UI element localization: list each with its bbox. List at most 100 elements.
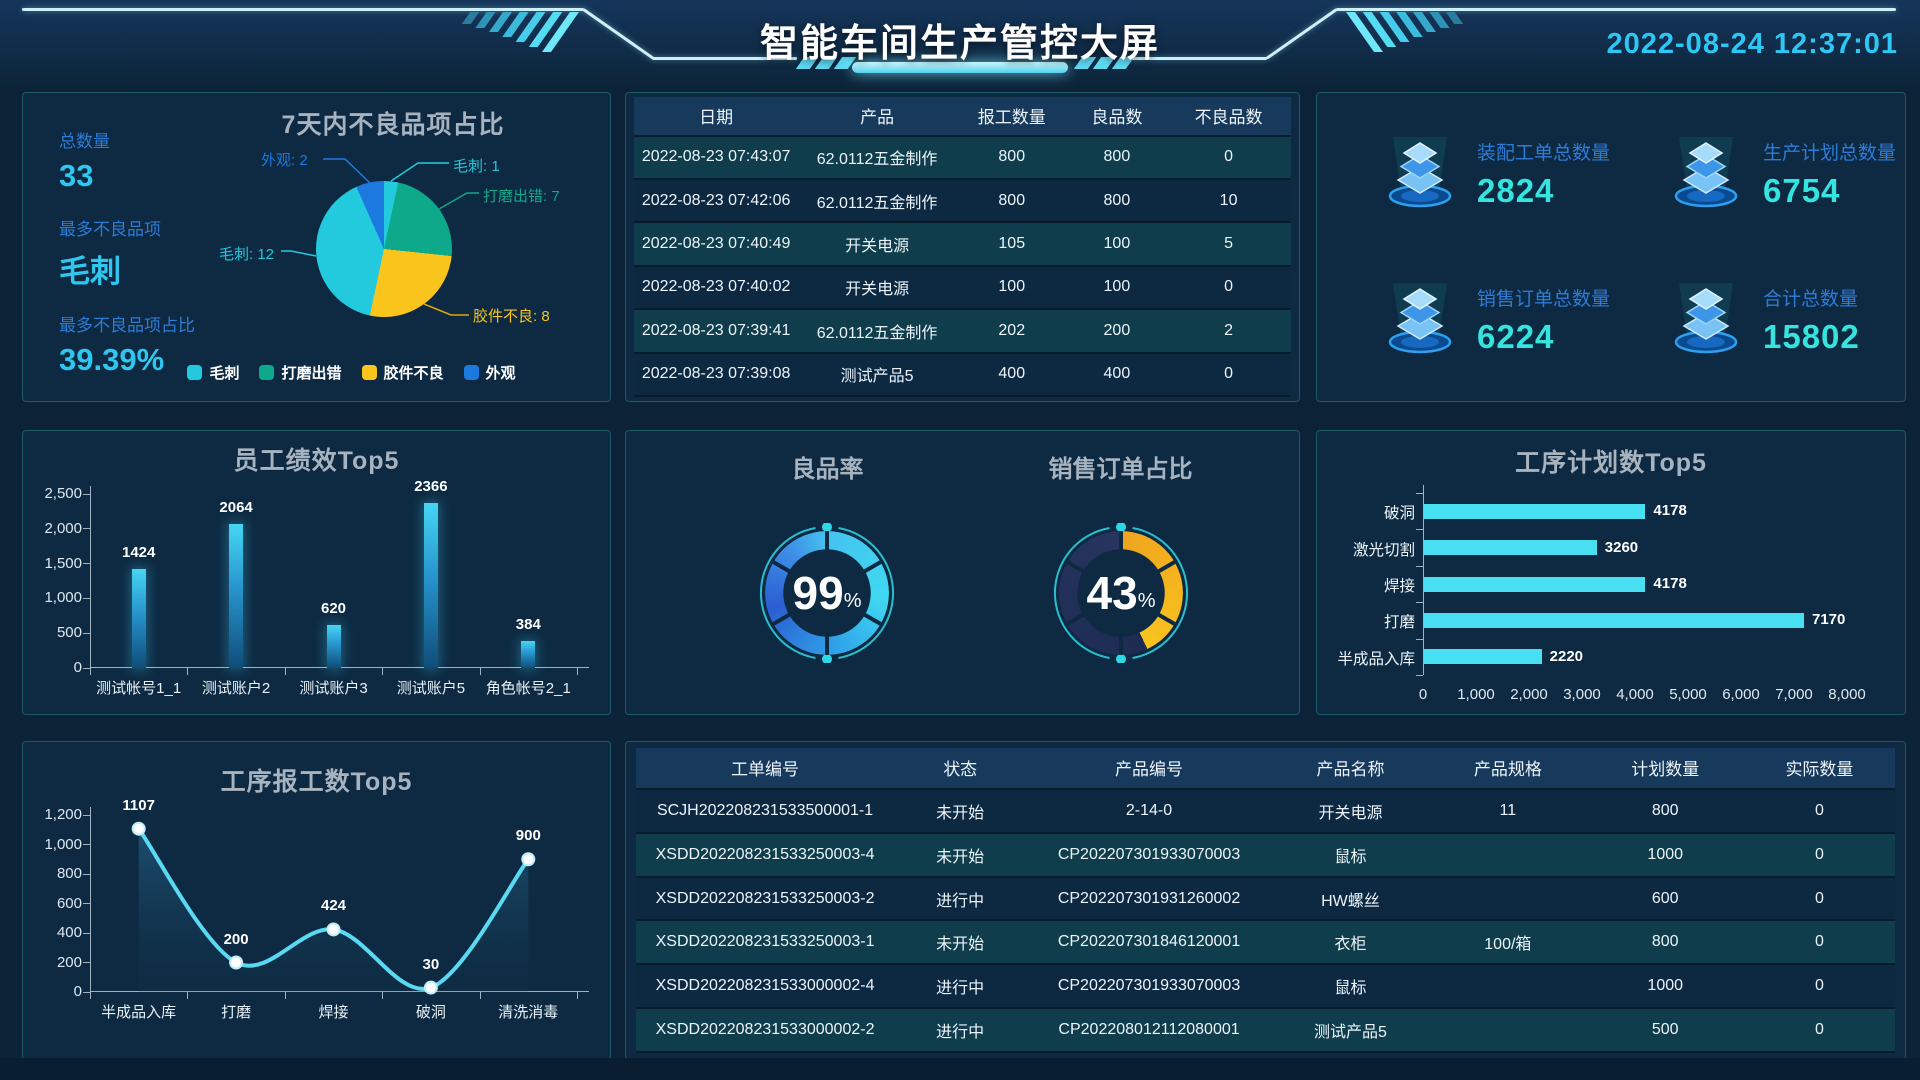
defect-ratio-panel: 7天内不良品项占比 总数量 33 最多不良品项 毛刺 最多不良品项占比 39.3… bbox=[22, 92, 611, 402]
header-decor-line bbox=[652, 57, 797, 60]
cell: 400 bbox=[1103, 365, 1131, 383]
column-header: 良品数 bbox=[1091, 108, 1143, 128]
cell: 200 bbox=[1103, 321, 1131, 339]
column-header: 计划数量 bbox=[1631, 760, 1700, 780]
axis-tick bbox=[1416, 493, 1423, 494]
data-point bbox=[521, 852, 536, 867]
axis-tick bbox=[577, 992, 578, 999]
axis-tick bbox=[1416, 638, 1423, 640]
stat-top-defect-ratio: 最多不良品项占比 39.39% bbox=[59, 311, 195, 378]
header-decor-line bbox=[22, 8, 584, 11]
axis-tick bbox=[577, 668, 578, 675]
header-decor-line bbox=[1336, 8, 1896, 11]
y-axis-label: 2,000 bbox=[44, 519, 82, 537]
data-point bbox=[131, 821, 146, 836]
cell: 100 bbox=[1103, 278, 1131, 296]
panel-title: 工序计划数Top5 bbox=[1515, 449, 1707, 477]
stat-card-label: 装配工单总数量 bbox=[1477, 143, 1611, 164]
axis-tick bbox=[479, 668, 481, 675]
cell: CP202207301933070003 bbox=[1057, 845, 1241, 863]
employee-performance-panel: 员工绩效Top5 1424 测试帐号1_1 2064 测试账户2 620 测试账户3 236… bbox=[22, 430, 611, 715]
stat-card: 合计总数量 15802 bbox=[1611, 247, 1897, 393]
stat-cards-grid: 装配工单总数量 2824 生产计划总数量 6754 销售订单总数量 6224 合计总数量 15… bbox=[1325, 101, 1897, 393]
stat-top-defect: 最多不良品项 毛刺 bbox=[59, 215, 161, 291]
x-axis-label: 测试帐号1_1 bbox=[96, 680, 182, 697]
gauge-unit: % bbox=[1137, 589, 1156, 612]
cell: 0 bbox=[1814, 933, 1824, 951]
bar bbox=[1424, 540, 1597, 556]
legend-swatch bbox=[463, 365, 479, 380]
y-axis-label: 2,500 bbox=[44, 485, 82, 502]
stat-card: 销售订单总数量 6224 bbox=[1325, 247, 1611, 393]
bar-value: 2220 bbox=[1549, 647, 1584, 665]
cell: 0 bbox=[1224, 148, 1234, 166]
x-axis-label: 清洗消毒 bbox=[498, 1004, 559, 1021]
header-decor-line bbox=[1122, 57, 1267, 60]
data-point bbox=[229, 955, 244, 970]
panel-title: 7天内不良品项占比 bbox=[281, 111, 505, 139]
cell: 未开始 bbox=[936, 848, 985, 866]
cell: 进行中 bbox=[936, 1024, 985, 1042]
gauge-title: 良品率 bbox=[791, 456, 864, 483]
y-axis-line bbox=[90, 807, 91, 992]
cell: CP202207301931260002 bbox=[1057, 889, 1241, 907]
point-value: 30 bbox=[422, 955, 440, 973]
quality-rate-gauge: 99% bbox=[757, 523, 897, 663]
data-point bbox=[326, 922, 341, 937]
column-header: 日期 bbox=[699, 108, 734, 128]
cell: 2-14-0 bbox=[1125, 801, 1173, 819]
x-axis-label: 打磨 bbox=[221, 1004, 252, 1021]
y-axis-label: 破洞 bbox=[1383, 505, 1415, 523]
y-axis-label: 1,500 bbox=[44, 554, 82, 572]
cell: 0 bbox=[1814, 889, 1824, 907]
stacked-layers-icon bbox=[1377, 133, 1463, 216]
x-axis-label: 1,000 bbox=[1457, 686, 1495, 703]
axis-tick bbox=[83, 667, 90, 669]
x-axis-label: 8,000 bbox=[1828, 686, 1866, 703]
table-row: XSDD202208231533250003-4 未开始 CP20220730193… bbox=[636, 833, 1895, 878]
axis-tick bbox=[83, 632, 90, 634]
cell: 2022-08-23 07:40:02 bbox=[641, 278, 791, 296]
bar-value: 1424 bbox=[122, 543, 156, 561]
bar-value: 2064 bbox=[219, 499, 253, 517]
gauge-number: 43 bbox=[1086, 567, 1138, 619]
stacked-layers-icon bbox=[1377, 279, 1463, 362]
plan-hbar-chart: 4178 破洞 3260 激光切割 4178 焊接 7170 打磨 2220 半成品入库 0 1,00… bbox=[1337, 485, 1866, 703]
legend-item: 毛刺 bbox=[187, 362, 239, 383]
process-report-panel: 工序报工数Top5 1107 半成品入库 200 打磨 424 焊接 30 破洞 900 清洗消毒… bbox=[22, 741, 611, 1060]
axis-tick bbox=[83, 493, 90, 495]
footer-band bbox=[0, 1058, 1920, 1080]
y-axis-label: 200 bbox=[56, 953, 82, 971]
stat-card-text: 装配工单总数量 2824 bbox=[1477, 138, 1610, 210]
legend-swatch bbox=[187, 365, 203, 380]
bar bbox=[229, 524, 244, 668]
x-axis-label: 4,000 bbox=[1616, 686, 1654, 703]
table-row: XSDD202208231533000002-4 进行中 CP20220730193… bbox=[636, 965, 1895, 1010]
cell: 62.0112五金制作 bbox=[816, 194, 938, 212]
cell: 11 bbox=[1499, 801, 1517, 819]
table-row: 2022-08-23 07:40:49 开关电源 105 100 5 bbox=[634, 223, 1291, 267]
y-axis-label: 1,200 bbox=[44, 806, 82, 823]
axis-tick bbox=[1416, 565, 1423, 567]
cell: XSDD202208231533000002-2 bbox=[655, 1021, 875, 1039]
cell: 未开始 bbox=[936, 936, 985, 954]
axis-tick bbox=[1416, 675, 1423, 676]
column-header: 产品编号 bbox=[1115, 760, 1184, 780]
stat-card-label: 合计总数量 bbox=[1763, 289, 1859, 310]
x-axis-label: 测试账户2 bbox=[201, 680, 271, 697]
column-header: 工单编号 bbox=[731, 760, 800, 780]
gauge-decoration bbox=[1053, 523, 1189, 663]
cell: 1000 bbox=[1647, 845, 1684, 863]
y-axis-label: 半成品入库 bbox=[1337, 650, 1415, 668]
pie-callout-label: 胶件不良: 8 bbox=[473, 308, 550, 325]
stat-value: 毛刺 bbox=[59, 254, 121, 289]
axis-tick bbox=[83, 932, 90, 934]
cell: 202 bbox=[998, 321, 1026, 339]
cell: 进行中 bbox=[936, 892, 985, 910]
cell: 100 bbox=[998, 278, 1026, 296]
legend-label: 外观 bbox=[485, 365, 516, 382]
cell: 测试产品5 bbox=[1314, 1024, 1387, 1042]
stat-card-value: 15802 bbox=[1763, 318, 1860, 355]
axis-tick bbox=[1416, 602, 1423, 604]
